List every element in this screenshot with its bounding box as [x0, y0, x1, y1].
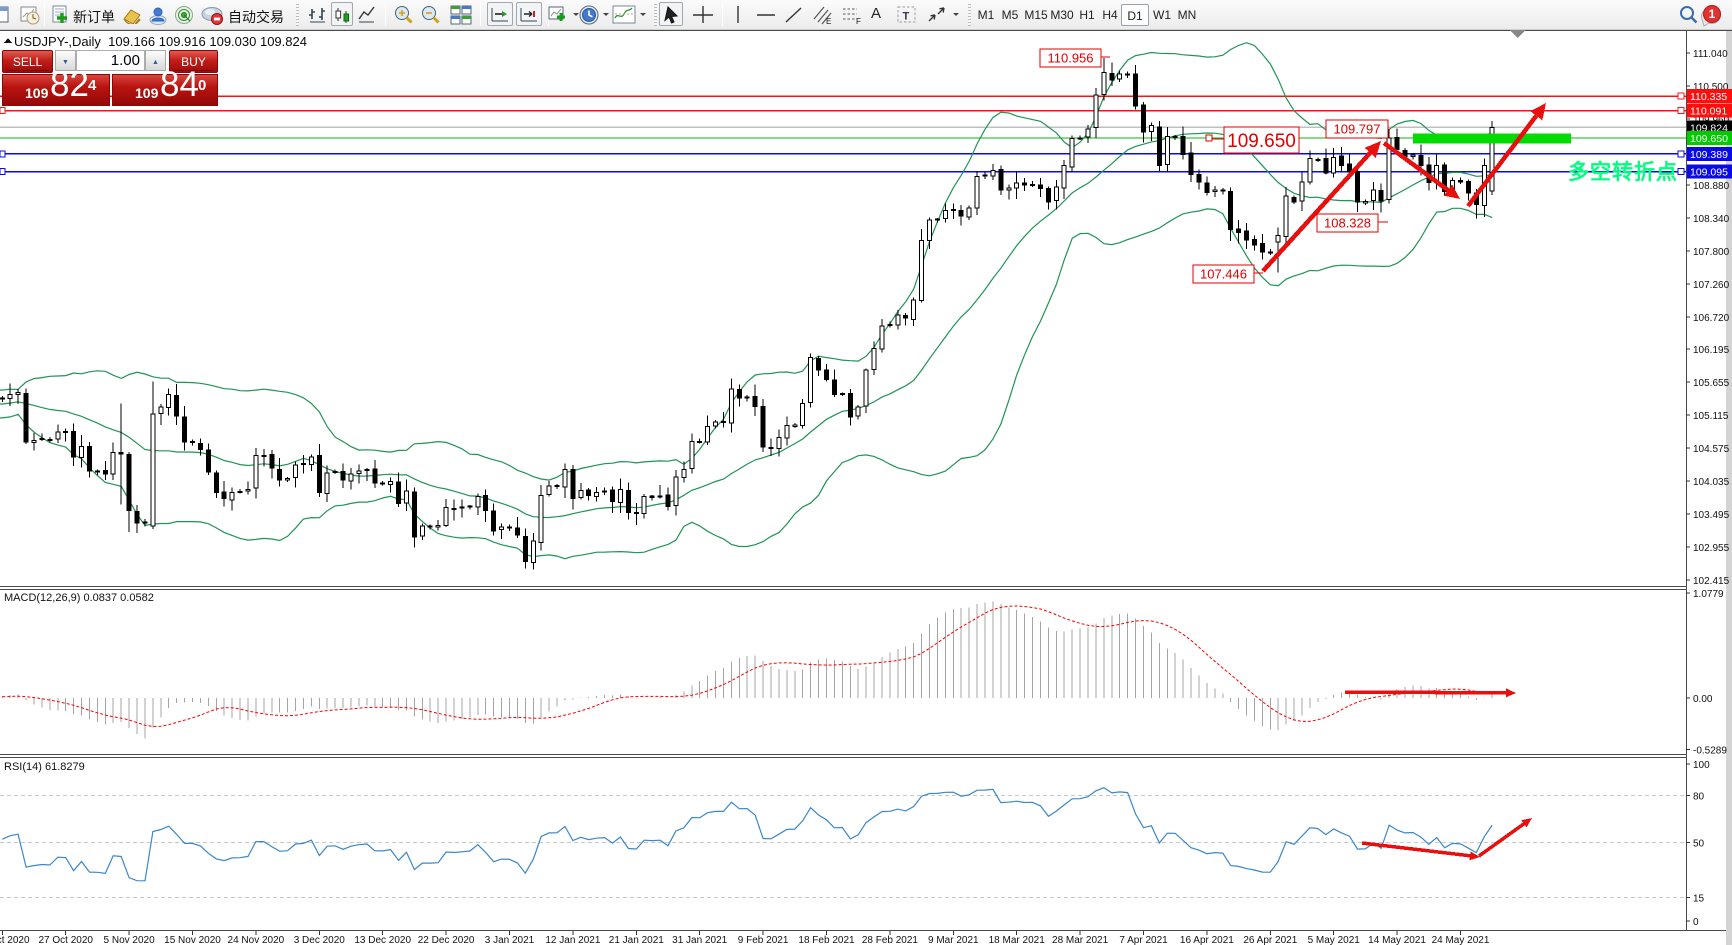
svg-text:107.260: 107.260: [1693, 280, 1730, 291]
svg-text:28 Mar 2021: 28 Mar 2021: [1052, 935, 1109, 945]
svg-text:13 Dec 2020: 13 Dec 2020: [354, 935, 411, 945]
svg-text:RSI(14) 61.8279: RSI(14) 61.8279: [4, 761, 85, 773]
svg-text:109.389: 109.389: [1690, 149, 1728, 161]
svg-text:MACD(12,26,9) 0.0837 0.0582: MACD(12,26,9) 0.0837 0.0582: [4, 592, 154, 604]
svg-text:12 Jan 2021: 12 Jan 2021: [545, 935, 600, 945]
svg-text:3 Dec 2020: 3 Dec 2020: [294, 935, 346, 945]
svg-text:15: 15: [1693, 894, 1705, 905]
svg-text:102.955: 102.955: [1693, 543, 1730, 554]
svg-text:108.880: 108.880: [1693, 181, 1730, 192]
svg-text:108.340: 108.340: [1693, 214, 1730, 225]
svg-text:107.446: 107.446: [1200, 267, 1247, 282]
svg-text:9 Mar 2021: 9 Mar 2021: [928, 935, 979, 945]
svg-text:0.00: 0.00: [1693, 694, 1713, 705]
svg-text:14 May 2021: 14 May 2021: [1368, 935, 1426, 945]
svg-text:105.115: 105.115: [1693, 411, 1729, 422]
svg-text:106.195: 106.195: [1693, 345, 1730, 356]
svg-text:110.335: 110.335: [1690, 91, 1727, 103]
svg-text:-0.5289: -0.5289: [1693, 745, 1727, 756]
svg-text:109.650: 109.650: [1690, 133, 1728, 145]
svg-text:21 Jan 2021: 21 Jan 2021: [609, 935, 664, 945]
svg-text:28 Feb 2021: 28 Feb 2021: [862, 935, 919, 945]
svg-text:102.415: 102.415: [1693, 576, 1730, 587]
svg-text:多空转折点: 多空转折点: [1568, 160, 1678, 184]
svg-text:0: 0: [1693, 917, 1699, 928]
svg-text:15 Nov 2020: 15 Nov 2020: [164, 935, 221, 945]
svg-text:5 Nov 2020: 5 Nov 2020: [104, 935, 156, 945]
svg-text:110.500: 110.500: [1693, 82, 1729, 93]
svg-text:80: 80: [1693, 791, 1705, 802]
svg-text:26 Apr 2021: 26 Apr 2021: [1243, 935, 1297, 945]
svg-text:109.095: 109.095: [1690, 167, 1728, 179]
svg-text:USDJPY-,Daily 109.166 109.916: USDJPY-,Daily 109.166 109.916 109.030 10…: [14, 34, 307, 49]
svg-text:31 Jan 2021: 31 Jan 2021: [672, 935, 727, 945]
svg-text:24 Nov 2020: 24 Nov 2020: [228, 935, 285, 945]
svg-text:18 Oct 2020: 18 Oct 2020: [0, 935, 30, 945]
svg-text:106.720: 106.720: [1693, 313, 1730, 324]
svg-text:1.0779: 1.0779: [1693, 589, 1724, 600]
svg-text:109.797: 109.797: [1334, 122, 1381, 137]
svg-text:104.035: 104.035: [1693, 477, 1730, 488]
svg-text:103.495: 103.495: [1693, 510, 1730, 521]
svg-text:3 Jan 2021: 3 Jan 2021: [485, 935, 535, 945]
svg-text:E: E: [826, 17, 831, 25]
svg-text:16 Apr 2021: 16 Apr 2021: [1180, 935, 1234, 945]
svg-text:1: 1: [1709, 7, 1716, 21]
svg-text:100: 100: [1693, 760, 1710, 771]
svg-text:27 Oct 2020: 27 Oct 2020: [38, 935, 93, 945]
svg-text:7 Apr 2021: 7 Apr 2021: [1119, 935, 1168, 945]
svg-text:22 Dec 2020: 22 Dec 2020: [418, 935, 475, 945]
svg-text:104.575: 104.575: [1693, 444, 1730, 455]
svg-text:111.040: 111.040: [1693, 49, 1728, 60]
svg-text:105.655: 105.655: [1693, 378, 1730, 389]
svg-text:110.956: 110.956: [1047, 51, 1093, 66]
svg-text:110.091: 110.091: [1690, 106, 1727, 118]
svg-text:9 Feb 2021: 9 Feb 2021: [738, 935, 789, 945]
svg-text:18 Feb 2021: 18 Feb 2021: [798, 935, 855, 945]
svg-text:109.650: 109.650: [1227, 131, 1296, 152]
svg-text:5 May 2021: 5 May 2021: [1308, 935, 1361, 945]
svg-text:107.800: 107.800: [1693, 247, 1730, 258]
svg-text:50: 50: [1693, 839, 1705, 850]
svg-text:T: T: [903, 11, 910, 23]
svg-text:108.328: 108.328: [1324, 216, 1371, 231]
svg-text:24 May 2021: 24 May 2021: [1432, 935, 1490, 945]
svg-text:18 Mar 2021: 18 Mar 2021: [989, 935, 1046, 945]
svg-text:F: F: [856, 17, 861, 25]
